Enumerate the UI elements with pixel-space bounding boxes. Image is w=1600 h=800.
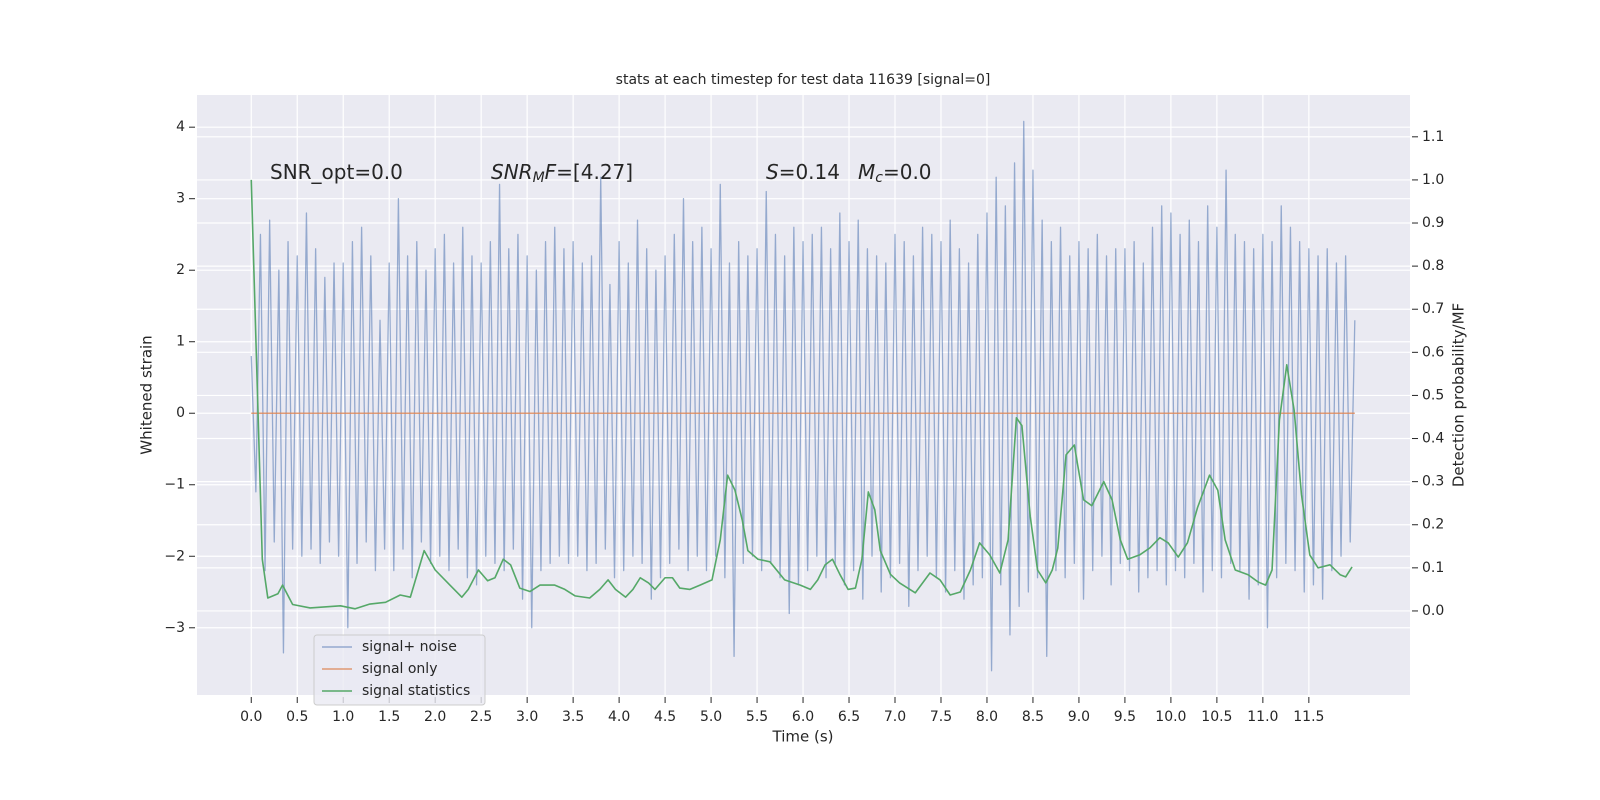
x-tick-label: 1.0 — [332, 709, 354, 725]
x-tick-label: 4.5 — [654, 709, 676, 725]
x-tick-label: 9.0 — [1068, 709, 1090, 725]
annotation: SNR_opt=0.0 — [270, 160, 403, 184]
y-tick-label: 4 — [176, 119, 185, 135]
y2-tick-label: 0.8 — [1422, 258, 1444, 274]
series-line — [250, 120, 1356, 672]
x-tick-label: 11.5 — [1293, 709, 1324, 725]
annotation: Mc=0.0 — [858, 160, 932, 187]
legend-label: signal only — [362, 661, 437, 677]
x-axis-label: Time (s) — [772, 728, 834, 746]
x-tick-label: 7.0 — [884, 709, 906, 725]
x-tick-label: 4.0 — [608, 709, 630, 725]
y-tick-label: −2 — [164, 548, 185, 564]
y2-axis-label: Detection probability/MF — [1450, 303, 1468, 487]
series-line — [250, 179, 1353, 610]
legend-label: signal+ noise — [362, 639, 457, 655]
annotation-part: SNR_opt=0.0 — [270, 160, 403, 184]
x-tick-label: 11.0 — [1247, 709, 1278, 725]
x-tick-label: 6.5 — [838, 709, 860, 725]
y-tick-label: 3 — [176, 191, 185, 207]
annotation-part: =0.0 — [883, 160, 932, 184]
y2-tick-label: 0.2 — [1422, 517, 1444, 533]
annotation-part: =0.14 — [779, 160, 840, 184]
y-tick-label: 0 — [176, 405, 185, 421]
legend: signal+ noise signal only signal statistic… — [313, 634, 486, 706]
legend-label: signal statistics — [362, 683, 470, 699]
y-axis-label: Whitened strain — [138, 335, 156, 454]
y2-tick-label: 0.5 — [1422, 387, 1444, 403]
x-tick-label: 3.0 — [516, 709, 538, 725]
y2-tick-label: 0.4 — [1422, 431, 1444, 447]
y-tick-label: 1 — [176, 334, 185, 350]
y-tick-label: −3 — [164, 620, 185, 636]
annotation-part: M — [858, 160, 875, 184]
x-tick-label: 0.0 — [240, 709, 262, 725]
annotation: S=0.14 — [766, 160, 840, 184]
x-tick-label: 8.5 — [1022, 709, 1044, 725]
x-tick-label: 8.0 — [976, 709, 998, 725]
chart-title: stats at each timestep for test data 116… — [616, 72, 991, 88]
y2-tick-label: 0.6 — [1422, 344, 1444, 360]
annotation: SNRMF=[4.27] — [491, 160, 633, 187]
annotation-part: M — [533, 170, 545, 186]
y2-tick-label: 1.0 — [1422, 172, 1444, 188]
x-tick-label: 9.5 — [1114, 709, 1136, 725]
x-tick-label: 10.0 — [1155, 709, 1186, 725]
x-tick-label: 5.0 — [700, 709, 722, 725]
x-tick-label: 5.5 — [746, 709, 768, 725]
x-tick-label: 6.0 — [792, 709, 814, 725]
y2-tick-label: 0.1 — [1422, 560, 1444, 576]
x-tick-label: 3.5 — [562, 709, 584, 725]
x-tick-label: 10.5 — [1201, 709, 1232, 725]
y2-tick-label: 0.0 — [1422, 603, 1444, 619]
y2-tick-label: 0.9 — [1422, 215, 1444, 231]
legend-box — [313, 634, 486, 706]
y-tick-label: −1 — [164, 477, 185, 493]
y2-tick-label: 0.7 — [1422, 301, 1444, 317]
x-tick-label: 2.0 — [424, 709, 446, 725]
x-tick-label: 0.5 — [286, 709, 308, 725]
x-tick-label: 7.5 — [930, 709, 952, 725]
y-tick-label: 2 — [176, 262, 185, 278]
x-tick-label: 2.5 — [470, 709, 492, 725]
x-tick-label: 1.5 — [378, 709, 400, 725]
annotation-part: S — [766, 160, 779, 184]
y2-tick-label: 1.1 — [1422, 129, 1444, 145]
annotation-part: SNR — [491, 160, 533, 184]
annotation-part: c — [875, 170, 883, 186]
y2-tick-label: 0.3 — [1422, 474, 1444, 490]
annotation-part: F — [545, 160, 557, 184]
annotation-part: =[4.27] — [556, 160, 633, 184]
